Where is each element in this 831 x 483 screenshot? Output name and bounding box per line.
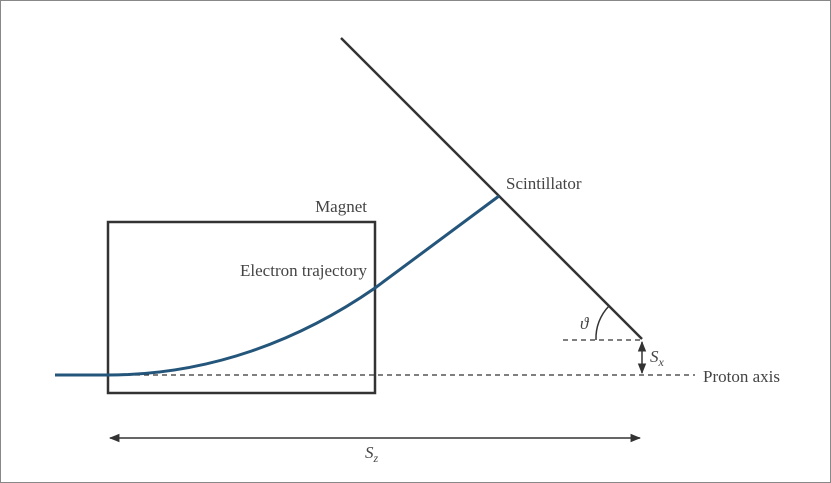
sz-main: S bbox=[365, 443, 374, 462]
sz-sub: z bbox=[373, 451, 379, 465]
angle-arc bbox=[595, 305, 610, 341]
sx-label: Sx bbox=[650, 347, 665, 369]
sx-sub: x bbox=[658, 355, 665, 369]
scintillator-label: Scintillator bbox=[506, 174, 582, 193]
sx-main: S bbox=[650, 347, 659, 366]
angle-label: ϑ bbox=[580, 314, 590, 333]
scintillator-line bbox=[340, 37, 643, 340]
proton-axis-label: Proton axis bbox=[703, 367, 780, 386]
electron-trajectory bbox=[55, 194, 500, 377]
magnet-label: Magnet bbox=[315, 197, 367, 216]
sz-label: Sz bbox=[365, 443, 379, 465]
trajectory-label: Electron trajectory bbox=[240, 261, 367, 280]
magnet-box bbox=[106, 220, 377, 395]
